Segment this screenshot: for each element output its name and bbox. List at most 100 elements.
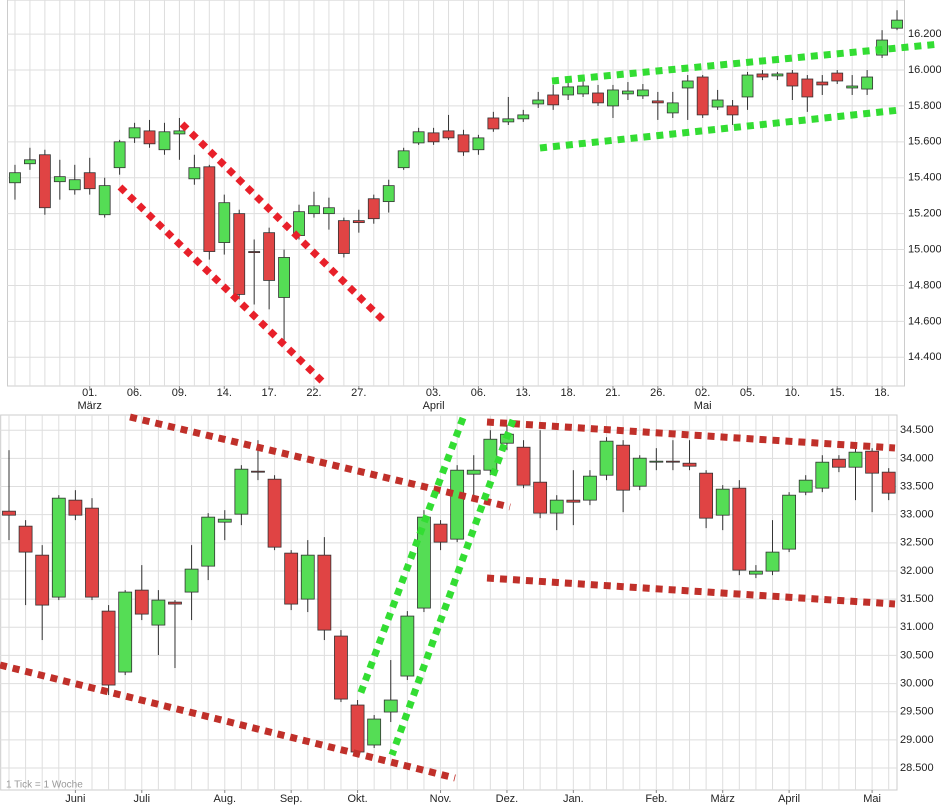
- x-tick-label: Sep.: [280, 793, 303, 805]
- x-tick-label: Aug.: [213, 793, 236, 805]
- candle-body: [466, 469, 481, 475]
- y-tick-label: 31.500: [900, 593, 934, 605]
- y-tick-label: 16.200: [908, 28, 941, 40]
- candle-body: [367, 718, 382, 746]
- trend-line: [539, 106, 901, 152]
- candle-body: [68, 179, 81, 191]
- y-tick-label: 15.200: [908, 208, 941, 220]
- candle-body: [756, 73, 769, 78]
- x-tick-label: 10.: [785, 387, 800, 399]
- x-tick-label: 09.: [172, 387, 187, 399]
- candle-body: [815, 461, 830, 489]
- candle-body: [317, 554, 332, 631]
- candle-body: [457, 134, 470, 153]
- candle-body: [711, 99, 724, 108]
- candle-body: [201, 516, 216, 567]
- y-tick-label: 14.400: [908, 351, 941, 363]
- candle-body: [234, 468, 249, 515]
- candle-body: [696, 76, 709, 116]
- x-tick-label: 18.: [874, 387, 889, 399]
- candle-body: [533, 481, 548, 514]
- candle-body: [51, 497, 66, 598]
- candle-body: [412, 131, 425, 144]
- y-tick-label: 32.000: [900, 565, 934, 577]
- candle-body: [151, 599, 166, 626]
- candle-body: [782, 494, 797, 550]
- y-tick-label: 33.500: [900, 480, 934, 492]
- candle-body: [85, 507, 99, 598]
- candle-body: [98, 185, 111, 216]
- x-tick-label: Mai: [863, 793, 881, 805]
- candle-body: [483, 438, 498, 471]
- candle-body: [397, 150, 410, 169]
- y-tick-label: 30.000: [900, 677, 934, 689]
- y-tick-label: 15.400: [908, 172, 941, 184]
- candle-body: [651, 100, 664, 104]
- candle-body: [682, 462, 697, 467]
- x-tick-label: 13.: [516, 387, 531, 399]
- candle-body: [583, 475, 597, 501]
- candle-body: [846, 85, 859, 89]
- y-tick-label: 30.500: [900, 649, 934, 661]
- x-tick-label: 26.: [650, 387, 665, 399]
- candle-body: [632, 457, 647, 487]
- candle-body: [337, 220, 350, 254]
- x-tick-label: Okt.: [347, 793, 367, 805]
- note: 1 Tick = 1 Woche: [6, 780, 83, 791]
- candle-body: [622, 90, 634, 95]
- candle-body: [284, 552, 299, 605]
- candle-body: [53, 176, 66, 183]
- candle-body: [516, 446, 531, 486]
- candle-body: [681, 80, 694, 89]
- candle-body: [442, 130, 455, 139]
- candle-body: [217, 518, 232, 523]
- y-tick-label: 15.800: [908, 100, 941, 112]
- candle-body: [9, 172, 21, 184]
- candle-body: [352, 220, 365, 224]
- candle-body: [134, 589, 149, 615]
- candle-body: [24, 159, 36, 165]
- candle-body: [433, 523, 448, 543]
- x-tick-label: 01.: [82, 387, 97, 399]
- candle-body: [699, 472, 714, 519]
- candle-body: [168, 601, 182, 605]
- candle-body: [308, 205, 320, 215]
- grid: [7, 0, 905, 386]
- candle-body: [18, 525, 33, 553]
- candle-body: [577, 85, 589, 95]
- candle-body: [616, 444, 631, 491]
- candle-body: [881, 471, 896, 494]
- x-month-label: März: [77, 400, 101, 412]
- candle-body: [267, 478, 282, 548]
- y-tick-label: 29.500: [900, 706, 934, 718]
- candle-body: [450, 469, 465, 540]
- candle-body: [502, 118, 515, 123]
- candle-body: [848, 451, 863, 468]
- candle-body: [472, 137, 485, 151]
- candle-body: [636, 89, 649, 97]
- candle-body: [2, 510, 16, 516]
- x-tick-label: 22.: [306, 387, 321, 399]
- candle-body: [68, 499, 83, 516]
- candle-body: [562, 86, 575, 96]
- y-tick-label: 14.600: [908, 315, 941, 327]
- candle-body: [367, 198, 380, 220]
- candle-body: [861, 76, 874, 90]
- x-tick-label: 06.: [127, 387, 142, 399]
- y-tick-label: 34.000: [900, 452, 934, 464]
- candle-body: [517, 114, 530, 120]
- candle-body: [816, 81, 829, 86]
- candle-body: [263, 232, 276, 281]
- x-tick-label: April: [778, 793, 800, 805]
- candle-body: [188, 167, 201, 180]
- candle-body: [203, 166, 216, 252]
- candle-body: [184, 568, 199, 593]
- x-tick-label: 06.: [471, 387, 486, 399]
- x-tick-label: Juli: [134, 793, 151, 805]
- y-tick-label: 31.000: [900, 621, 934, 633]
- candle-body: [334, 635, 348, 700]
- y-tick-label: 14.800: [908, 279, 941, 291]
- candle-body: [83, 172, 96, 190]
- x-tick-label: 05.: [740, 387, 755, 399]
